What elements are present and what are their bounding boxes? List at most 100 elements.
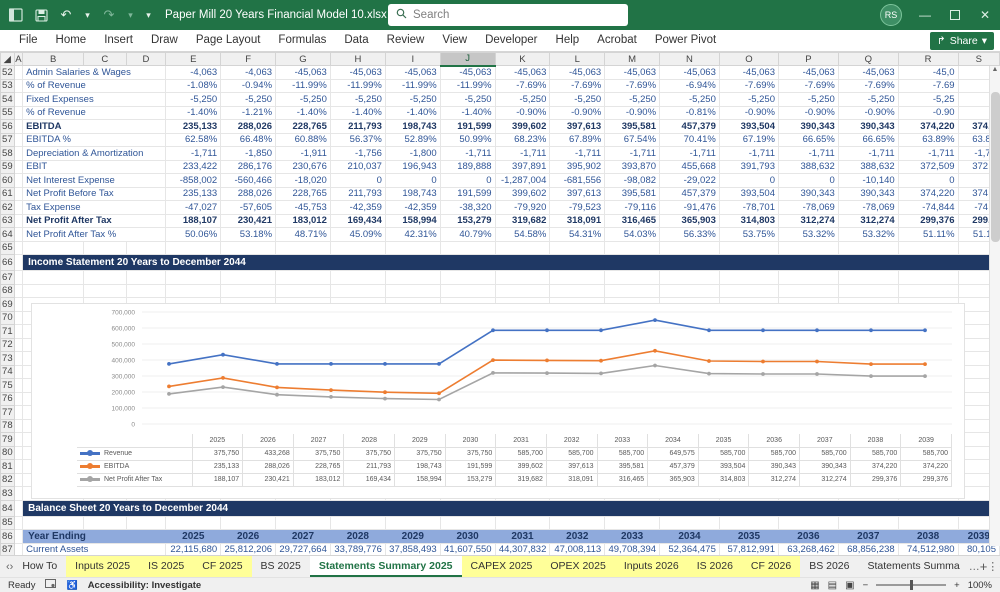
cell-empty[interactable] (220, 515, 277, 530)
cell-r87-c2[interactable]: 29,727,664 (275, 542, 331, 555)
sheet-tab-is-2025[interactable]: IS 2025 (139, 556, 194, 577)
row-header-66[interactable]: 66 (0, 254, 15, 271)
cell-empty[interactable] (494, 283, 551, 298)
cell-r58-c7[interactable]: -1,711 (549, 146, 606, 161)
ribbon-tab-help[interactable]: Help (555, 34, 580, 46)
cell-r64-c11[interactable]: 53.32% (778, 227, 839, 242)
cell-r55-c6[interactable]: -0.90% (494, 105, 551, 120)
cell-a[interactable] (13, 159, 24, 174)
row-label-62[interactable]: Tax Expense (22, 200, 167, 215)
cell-empty[interactable] (13, 445, 24, 460)
cell-r59-c5[interactable]: 189,888 (439, 159, 496, 174)
column-header-p[interactable]: P (778, 52, 839, 66)
cell-empty[interactable] (165, 240, 222, 255)
cell-empty[interactable] (494, 270, 551, 285)
ribbon-tab-developer[interactable]: Developer (485, 34, 538, 46)
cell-r61-c6[interactable]: 399,602 (494, 186, 551, 201)
cell-r54-c8[interactable]: -5,250 (604, 92, 661, 107)
cell-r87-c5[interactable]: 41,607,550 (439, 542, 496, 555)
status-right-group[interactable]: ▦ ▤ ▣ − + 100% (810, 580, 992, 591)
column-header-g[interactable]: G (275, 52, 331, 66)
cell-r62-c9[interactable]: -91,476 (659, 200, 720, 215)
cell-empty[interactable] (220, 283, 277, 298)
column-header-n[interactable]: N (659, 52, 720, 66)
cell-r60-c5[interactable]: 0 (439, 173, 496, 188)
cell-r58-c2[interactable]: -1,911 (275, 146, 331, 161)
cell-r58-c6[interactable]: -1,711 (494, 146, 551, 161)
cell-a[interactable] (13, 92, 24, 107)
select-all-corner[interactable]: ◢ (0, 52, 15, 66)
column-header-i[interactable]: I (384, 52, 441, 66)
cell-r60-c3[interactable]: 0 (329, 173, 386, 188)
cell-r54-c7[interactable]: -5,250 (549, 92, 606, 107)
cell-r53-c3[interactable]: -11.99% (329, 78, 386, 93)
cell-r52-c2[interactable]: -45,063 (275, 65, 331, 80)
cell-empty[interactable] (549, 270, 606, 285)
cell-empty[interactable] (13, 337, 24, 352)
cell-r52-c7[interactable]: -45,063 (549, 65, 606, 80)
cell-r58-c3[interactable]: -1,756 (329, 146, 386, 161)
cell-r55-c4[interactable]: -1.40% (384, 105, 441, 120)
cell-empty[interactable] (329, 283, 386, 298)
cell-r59-c13[interactable]: 372,509 (897, 159, 959, 174)
cell-r55-c5[interactable]: -1.40% (439, 105, 496, 120)
row-header-52[interactable]: 52 (0, 65, 15, 80)
sheet-tab-how-to[interactable]: How To (22, 560, 58, 572)
cell-r86-c0[interactable]: 2025 (165, 529, 221, 543)
cell-empty[interactable] (13, 324, 24, 339)
cell-r55-c1[interactable]: -1.21% (220, 105, 277, 120)
cell-r55-c12[interactable]: -0.90% (837, 105, 899, 120)
cell-r52-c3[interactable]: -45,063 (329, 65, 386, 80)
add-sheet-button[interactable]: + (979, 559, 988, 574)
cell-r53-c13[interactable]: -7.69 (897, 78, 959, 93)
sheet-tabs-host[interactable]: How To Inputs 2025 IS 2025 CF 2025 BS 2025 St… (13, 556, 968, 577)
horizontal-scrollbar[interactable]: ◄ ► (998, 562, 1000, 571)
cell-r63-c10[interactable]: 314,803 (718, 213, 780, 228)
cell-r54-c11[interactable]: -5,250 (778, 92, 839, 107)
row-header-54[interactable]: 54 (0, 92, 15, 107)
cell-empty[interactable] (13, 364, 24, 379)
cell-r64-c4[interactable]: 42.31% (384, 227, 441, 242)
sheet-tab-bar[interactable]: ‹ › How To Inputs 2025 IS 2025 CF 2025 BS 20… (0, 555, 1000, 577)
row-label-86[interactable]: Year Ending (22, 529, 166, 543)
ribbon-tab-home[interactable]: Home (55, 34, 87, 46)
cell-r58-c10[interactable]: -1,711 (718, 146, 780, 161)
row-header-55[interactable]: 55 (0, 105, 15, 120)
cell-empty[interactable] (125, 240, 167, 255)
cell-r64-c5[interactable]: 40.79% (439, 227, 496, 242)
row-header-59[interactable]: 59 (0, 159, 15, 174)
row-header-53[interactable]: 53 (0, 78, 15, 93)
cell-r56-c13[interactable]: 374,220 (897, 119, 959, 134)
close-button[interactable]: ✕ (979, 8, 991, 22)
row-header-77[interactable]: 77 (0, 405, 15, 420)
cell-a[interactable] (13, 132, 24, 147)
cell-r60-c8[interactable]: -98,082 (604, 173, 661, 188)
row-header-81[interactable]: 81 (0, 459, 15, 474)
cell-r57-c3[interactable]: 56.37% (329, 132, 386, 147)
view-page-break-icon[interactable]: ▣ (845, 579, 855, 591)
cell-r59-c4[interactable]: 196,943 (384, 159, 441, 174)
cell-r86-c1[interactable]: 2026 (220, 529, 276, 543)
cell-r56-c5[interactable]: 191,599 (439, 119, 496, 134)
column-header-l[interactable]: L (549, 52, 606, 66)
cell-r54-c10[interactable]: -5,250 (718, 92, 780, 107)
cell-empty[interactable] (897, 240, 959, 255)
cell-empty[interactable] (329, 270, 386, 285)
cell-r61-c4[interactable]: 198,743 (384, 186, 441, 201)
cell-r55-c2[interactable]: -1.40% (275, 105, 331, 120)
cell-r62-c0[interactable]: -47,027 (165, 200, 222, 215)
cell-r53-c11[interactable]: -7.69% (778, 78, 839, 93)
cell-r57-c6[interactable]: 68.23% (494, 132, 551, 147)
cell-r53-c2[interactable]: -11.99% (275, 78, 331, 93)
row-header-58[interactable]: 58 (0, 146, 15, 161)
cell-a[interactable] (13, 65, 24, 80)
cell-empty[interactable] (718, 283, 780, 298)
cell-r64-c2[interactable]: 48.71% (275, 227, 331, 242)
cell-r59-c12[interactable]: 388,632 (837, 159, 899, 174)
cell-r87-c7[interactable]: 47,008,113 (549, 542, 606, 555)
row-header-86[interactable]: 86 (0, 529, 15, 544)
cell-empty[interactable] (13, 240, 24, 255)
sheet-tab-statements-summa[interactable]: Statements Summa (867, 560, 960, 572)
cell-r87-c8[interactable]: 49,708,394 (604, 542, 661, 555)
share-button[interactable]: ↱ Share ▾ (929, 32, 994, 50)
